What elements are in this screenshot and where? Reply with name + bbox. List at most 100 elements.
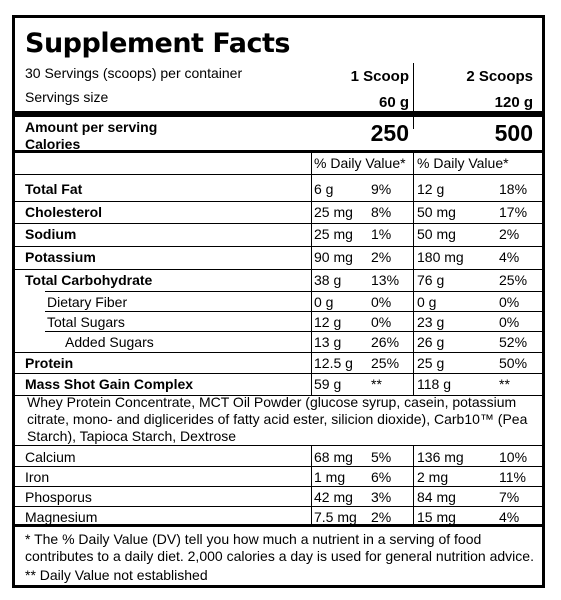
mineral-name: Iron xyxy=(25,469,50,485)
mineral-amount-1: 42 mg xyxy=(314,489,353,505)
nutrient-amount-1: 25 mg xyxy=(314,204,353,220)
mineral-rule xyxy=(15,506,542,507)
mineral-dv-1: 2% xyxy=(371,509,392,525)
nutrient-amount-2: 118 g xyxy=(417,376,451,392)
nutrient-dv-1: 0% xyxy=(371,294,392,310)
mineral-dv-1: 6% xyxy=(371,469,392,485)
nutrient-amount-2: 50 mg xyxy=(417,204,456,220)
supplement-facts-panel: Supplement Facts 30 Servings (scoops) pe… xyxy=(12,15,545,588)
amount-per-serving: Amount per serving xyxy=(25,119,158,135)
row-rule xyxy=(15,201,542,202)
mineral-dv-2: 7% xyxy=(499,489,520,505)
mineral-name: Calcium xyxy=(25,449,76,465)
nutrient-amount-2: 25 g xyxy=(417,355,445,371)
row-rule xyxy=(15,269,542,270)
nutrient-dv-2: 18% xyxy=(499,181,528,197)
nutrient-amount-1: 12.5 g xyxy=(314,355,353,371)
mineral-dv-1: 5% xyxy=(371,449,392,465)
mineral-amount-1: 7.5 mg xyxy=(314,509,357,525)
nutrient-amount-1: 13 g xyxy=(314,334,342,350)
nutrient-name: Sodium xyxy=(25,226,77,242)
panel-title: Supplement Facts xyxy=(25,28,290,59)
nutrient-amount-2: 23 g xyxy=(417,314,445,330)
nutrient-name: Total Sugars xyxy=(47,314,125,330)
dv-header-1: % Daily Value* xyxy=(314,155,406,171)
nutrient-dv-1: 2% xyxy=(371,249,392,265)
col-line-b xyxy=(413,153,414,395)
nutrient-amount-2: 76 g xyxy=(417,272,445,288)
rule-minerals-top xyxy=(15,445,542,446)
nutrient-amount-1: 0 g xyxy=(314,294,334,310)
nutrient-amount-2: 180 mg xyxy=(417,249,464,265)
nutrient-amount-2: 0 g xyxy=(417,294,437,310)
col1-size: 60 g xyxy=(378,94,409,111)
nutrient-dv-1: 0% xyxy=(371,314,392,330)
nutrient-name: Potassium xyxy=(25,249,96,265)
row-rule xyxy=(45,291,542,292)
nutrient-name: Dietary Fiber xyxy=(47,294,128,310)
nutrient-dv-1: 9% xyxy=(371,181,392,197)
nutrient-dv-2: 4% xyxy=(499,249,520,265)
rule-dv-header xyxy=(15,174,542,175)
row-rule xyxy=(15,395,542,396)
col2-size: 120 g xyxy=(494,94,533,111)
mineral-amount-1: 1 mg xyxy=(314,469,346,485)
col-line-a xyxy=(311,153,312,395)
mineral-name: Magnesium xyxy=(25,509,98,525)
footnote-not-established: ** Daily Value not established xyxy=(25,567,208,583)
nutrient-amount-1: 90 mg xyxy=(314,249,353,265)
nutrient-dv-2: 50% xyxy=(499,355,528,371)
mineral-dv-2: 11% xyxy=(499,469,526,485)
servings-size-label: Servings size xyxy=(25,89,109,105)
nutrient-amount-1: 59 g xyxy=(314,376,342,392)
calories-2: 500 xyxy=(494,120,533,146)
nutrient-dv-2: 0% xyxy=(499,314,520,330)
col-line-b-minerals xyxy=(413,445,414,525)
row-rule xyxy=(15,223,542,224)
calories-1: 250 xyxy=(370,120,409,146)
calories-label: Calories xyxy=(25,136,81,152)
nutrient-dv-1: 8% xyxy=(371,204,392,220)
servings-per-container: 30 Servings (scoops) per container xyxy=(25,65,243,81)
mineral-name: Phosporus xyxy=(25,489,92,505)
nutrient-amount-2: 26 g xyxy=(417,334,445,350)
nutrient-dv-2: 2% xyxy=(499,226,520,242)
thick-rule-3 xyxy=(15,524,542,527)
nutrient-dv-1: ** xyxy=(371,376,382,392)
nutrient-name: Total Carbohydrate xyxy=(25,272,153,288)
nutrient-amount-1: 25 mg xyxy=(314,226,353,242)
nutrient-dv-2: 0% xyxy=(499,294,520,310)
nutrient-dv-2: ** xyxy=(499,376,510,392)
mineral-amount-2: 136 mg xyxy=(417,449,464,465)
row-rule xyxy=(45,331,542,332)
thick-rule-1 xyxy=(15,111,542,117)
mineral-dv-1: 3% xyxy=(371,489,392,505)
mineral-amount-1: 68 mg xyxy=(314,449,353,465)
nutrient-amount-2: 12 g xyxy=(417,181,445,197)
nutrient-dv-1: 13% xyxy=(371,272,400,288)
thick-rule-2 xyxy=(15,150,542,153)
mineral-amount-2: 2 mg xyxy=(417,469,449,485)
nutrient-amount-1: 38 g xyxy=(314,272,342,288)
mineral-rule xyxy=(15,466,542,467)
nutrient-amount-1: 12 g xyxy=(314,314,342,330)
col1-header: 1 Scoop xyxy=(350,68,409,85)
row-rule xyxy=(15,373,542,374)
nutrient-name: Cholesterol xyxy=(25,204,103,220)
nutrient-name: Mass Shot Gain Complex xyxy=(25,376,194,392)
mineral-amount-2: 84 mg xyxy=(417,489,456,505)
nutrient-dv-1: 1% xyxy=(371,226,392,242)
col2-header: 2 Scoops xyxy=(466,68,533,85)
mineral-dv-2: 10% xyxy=(499,449,528,465)
row-rule xyxy=(15,246,542,247)
nutrient-dv-1: 26% xyxy=(371,334,400,350)
nutrient-dv-2: 25% xyxy=(499,272,528,288)
nutrient-dv-1: 25% xyxy=(371,355,400,371)
nutrient-dv-2: 17% xyxy=(499,204,528,220)
row-rule xyxy=(45,311,542,312)
nutrient-name: Added Sugars xyxy=(65,334,154,350)
column-divider-top xyxy=(413,63,414,129)
nutrient-dv-2: 52% xyxy=(499,334,528,350)
nutrient-name: Total Fat xyxy=(25,181,83,197)
dv-header-2: % Daily Value* xyxy=(417,155,509,171)
